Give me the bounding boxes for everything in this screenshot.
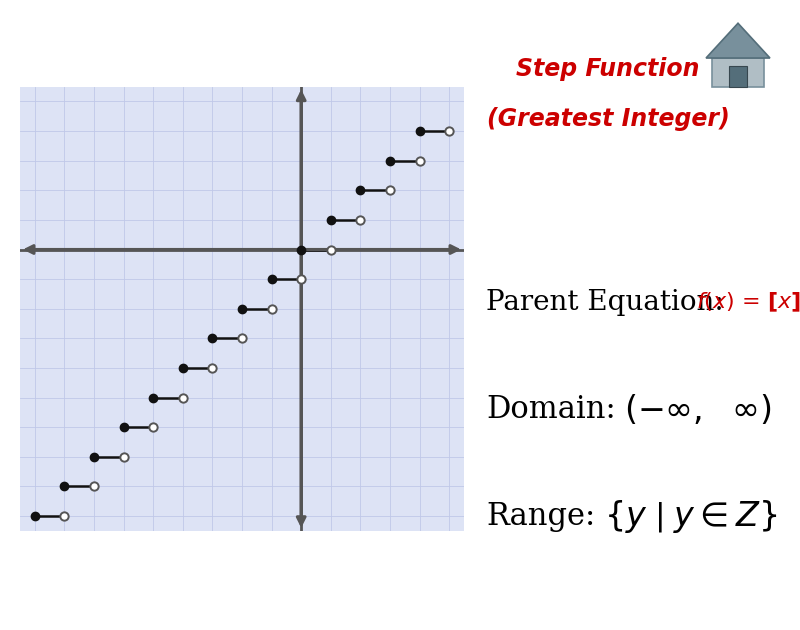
- Text: Step Function: Step Function: [516, 57, 700, 81]
- Polygon shape: [706, 23, 770, 58]
- Text: Domain:: Domain:: [486, 394, 616, 425]
- Text: (Greatest Integer): (Greatest Integer): [486, 107, 730, 131]
- Polygon shape: [712, 58, 764, 87]
- Text: $\mathit{f(x)}$ = $\mathbf{[}$$\mathit{x}$$\mathbf{]}$: $\mathit{f(x)}$ = $\mathbf{[}$$\mathit{x…: [696, 290, 800, 314]
- Text: $\left\{y\;\middle|\;y\in Z\right\}$: $\left\{y\;\middle|\;y\in Z\right\}$: [604, 498, 778, 535]
- Polygon shape: [729, 66, 747, 87]
- Text: Range:: Range:: [486, 501, 596, 532]
- Text: Parent Equation:: Parent Equation:: [486, 289, 724, 316]
- Text: $\left(-\infty,\ \ \infty\right)$: $\left(-\infty,\ \ \infty\right)$: [624, 392, 771, 427]
